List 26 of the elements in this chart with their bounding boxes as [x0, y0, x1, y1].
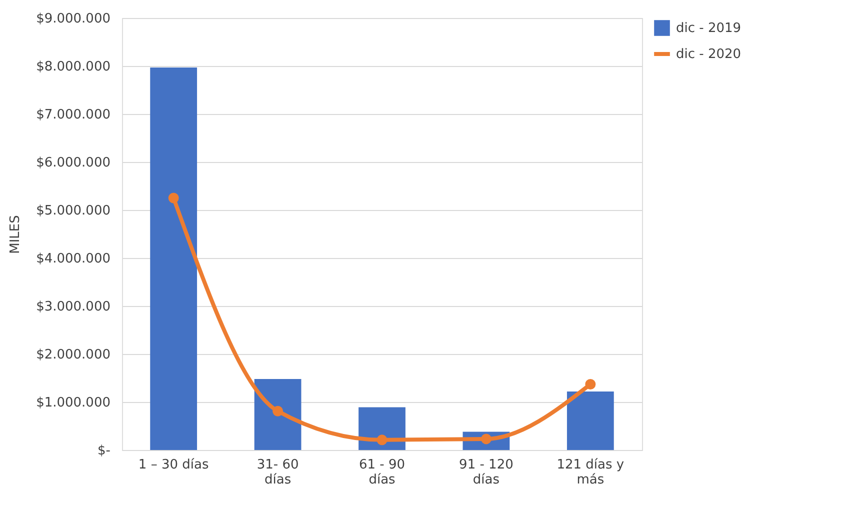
y-tick-label: $-	[98, 444, 111, 458]
point	[585, 379, 596, 390]
y-tick-label: $3.000.000	[36, 300, 110, 314]
bar	[566, 391, 614, 450]
bar	[150, 67, 198, 450]
y-tick-label: $7.000.000	[36, 108, 110, 122]
x-tick-label: 61 - 90 días	[358, 458, 406, 488]
y-tick-label: $6.000.000	[36, 156, 110, 170]
legend-label: dic - 2019	[676, 21, 742, 36]
point	[376, 434, 388, 446]
y-tick-label: $4.000.000	[36, 252, 110, 266]
y-tick-label: $5.000.000	[36, 204, 110, 218]
x-tick-label: 1 – 30 días	[138, 458, 209, 472]
x-tick-label: 91 - 120 días	[459, 458, 514, 488]
y-tick-label: $2.000.000	[36, 348, 110, 362]
y-tick-label: $9.000.000	[36, 12, 110, 26]
legend-label: dic - 2020	[676, 47, 742, 62]
y-tick-label: $1.000.000	[36, 396, 110, 410]
point	[480, 434, 492, 444]
bar	[254, 378, 302, 450]
point	[168, 192, 179, 204]
point	[272, 406, 284, 416]
y-tick-label: $8.000.000	[36, 60, 110, 74]
x-tick-label: 121 días y más	[556, 458, 624, 488]
y-axis-title: MILES	[8, 215, 24, 254]
x-tick-label: 31- 60 días	[256, 458, 299, 488]
